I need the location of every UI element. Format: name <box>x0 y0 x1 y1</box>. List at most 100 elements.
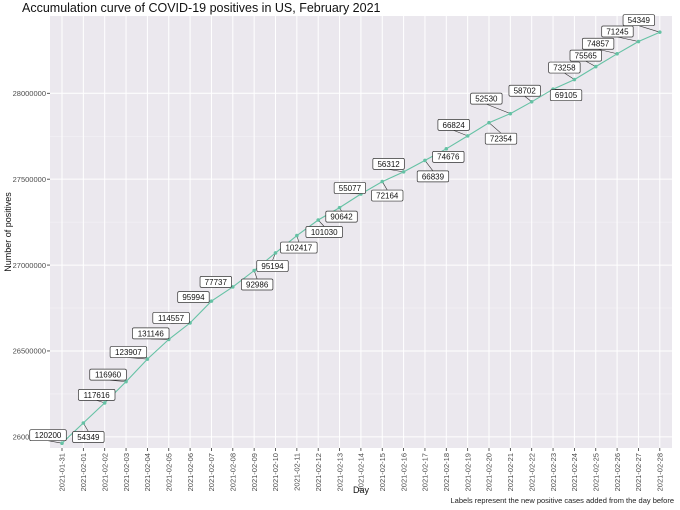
data-label: 73258 <box>548 61 581 74</box>
data-point <box>231 285 235 289</box>
data-label: 77737 <box>199 276 232 288</box>
data-label-box <box>132 327 170 340</box>
data-label: 69105 <box>549 89 583 102</box>
data-label: 92986 <box>241 278 274 291</box>
x-tick-label: 2021-02-15 <box>378 453 387 491</box>
x-tick-label: 2021-02-20 <box>485 453 494 491</box>
data-label-text: 55077 <box>339 184 362 193</box>
data-label-text: 54349 <box>77 433 100 442</box>
data-label: 74857 <box>581 37 615 50</box>
data-label: 101030 <box>305 226 343 238</box>
x-tick-label: 2021-02-25 <box>591 453 600 491</box>
data-label-text: 69105 <box>555 91 578 100</box>
data-point <box>102 401 107 405</box>
data-label-box <box>470 92 503 105</box>
data-label-box <box>89 368 127 381</box>
data-label-text: 102417 <box>285 243 312 252</box>
label-leader <box>564 72 575 80</box>
y-tick-label: 27500000 <box>13 175 46 184</box>
data-label-text: 73258 <box>553 63 576 72</box>
data-label: 54349 <box>72 431 105 443</box>
chart-title: Accumulation curve of COVID-19 positives… <box>22 1 381 15</box>
data-label-box <box>256 260 289 272</box>
label-leader <box>424 160 434 172</box>
x-tick-label: 2021-02-11 <box>293 453 302 491</box>
data-label-box <box>280 241 318 254</box>
data-label: 52530 <box>470 92 503 105</box>
data-label-text: 114557 <box>158 314 185 323</box>
x-tick-label: 2021-02-12 <box>314 453 323 491</box>
data-label-box <box>484 132 518 145</box>
data-label-box <box>177 291 210 303</box>
data-label-box <box>72 431 105 443</box>
data-label: 95994 <box>177 291 210 303</box>
data-label-text: 117616 <box>84 391 111 400</box>
label-leader <box>453 130 468 137</box>
data-label-box <box>569 49 602 62</box>
y-tick-label: 28000000 <box>13 89 46 98</box>
data-label-text: 77737 <box>205 278 228 287</box>
data-point <box>145 357 150 361</box>
data-labels: 120200 54349 117616 116960 123907 131146 11455… <box>29 14 655 443</box>
x-tick-label: 2021-02-06 <box>186 453 195 491</box>
data-label: 58702 <box>508 84 541 97</box>
data-label: 71245 <box>601 25 634 38</box>
x-tick-label: 2021-02-03 <box>122 453 131 491</box>
x-tick-label: 2021-02-01 <box>79 453 88 491</box>
data-point <box>252 268 256 273</box>
data-label-box <box>548 61 581 74</box>
data-point <box>273 251 278 255</box>
label-leader <box>617 36 639 42</box>
data-point <box>401 170 406 174</box>
data-label: 95194 <box>256 260 289 272</box>
data-point <box>615 51 619 56</box>
data-label-text: 72164 <box>376 191 399 200</box>
data-point <box>60 441 64 445</box>
data-label-text: 66824 <box>443 121 466 130</box>
label-leader <box>488 122 502 134</box>
data-label-text: 71245 <box>606 27 629 36</box>
data-label: 123907 <box>109 346 148 358</box>
data-point <box>508 111 513 116</box>
data-label-box <box>199 276 232 288</box>
data-label-text: 56312 <box>377 160 400 169</box>
data-label-box <box>508 84 541 97</box>
data-label-box <box>305 226 343 238</box>
x-tick-label: 2021-02-14 <box>357 453 366 491</box>
chart-caption: Labels represent the new positive cases … <box>450 496 674 505</box>
data-label-box <box>109 346 148 358</box>
x-tick-label: 2021-02-10 <box>271 453 280 491</box>
x-tick-label: 2021-02-16 <box>399 453 408 491</box>
data-point <box>572 77 577 82</box>
data-label-text: 120200 <box>35 431 62 440</box>
x-tick-label: 2021-02-28 <box>656 453 665 491</box>
data-label-text: 123907 <box>115 348 142 357</box>
x-tick-label: 2021-02-22 <box>527 453 536 491</box>
data-label-box <box>325 210 358 223</box>
data-point <box>81 421 86 425</box>
x-tick-label: 2021-02-24 <box>570 453 579 491</box>
label-leader <box>598 48 618 55</box>
x-tick-label: 2021-02-07 <box>207 453 216 491</box>
data-label-text: 101030 <box>311 228 338 237</box>
data-label: 72354 <box>484 132 518 145</box>
data-label: 75565 <box>569 49 602 62</box>
data-label: 131146 <box>132 327 170 340</box>
y-tick-label: 26500000 <box>13 347 46 356</box>
data-label: 117616 <box>78 389 116 401</box>
x-tick-label: 2021-02-05 <box>164 453 173 491</box>
data-label-box <box>241 278 274 291</box>
data-label: 55077 <box>333 182 366 194</box>
x-tick-label: 2021-02-08 <box>229 453 238 491</box>
data-point <box>295 233 299 238</box>
label-leader <box>388 169 404 173</box>
data-label-box <box>601 25 634 38</box>
y-axis-title: Number of positives <box>3 192 13 272</box>
x-tick-label: 2021-02-13 <box>335 453 344 491</box>
data-label-text: 52530 <box>475 95 498 104</box>
data-label: 114557 <box>152 312 190 324</box>
x-tick-label: 2021-02-21 <box>506 453 515 491</box>
data-label-box <box>432 150 465 163</box>
data-label: 116960 <box>89 368 127 381</box>
data-label-text: 90642 <box>330 213 353 222</box>
